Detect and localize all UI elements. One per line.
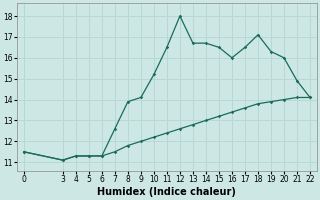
X-axis label: Humidex (Indice chaleur): Humidex (Indice chaleur)	[98, 187, 236, 197]
